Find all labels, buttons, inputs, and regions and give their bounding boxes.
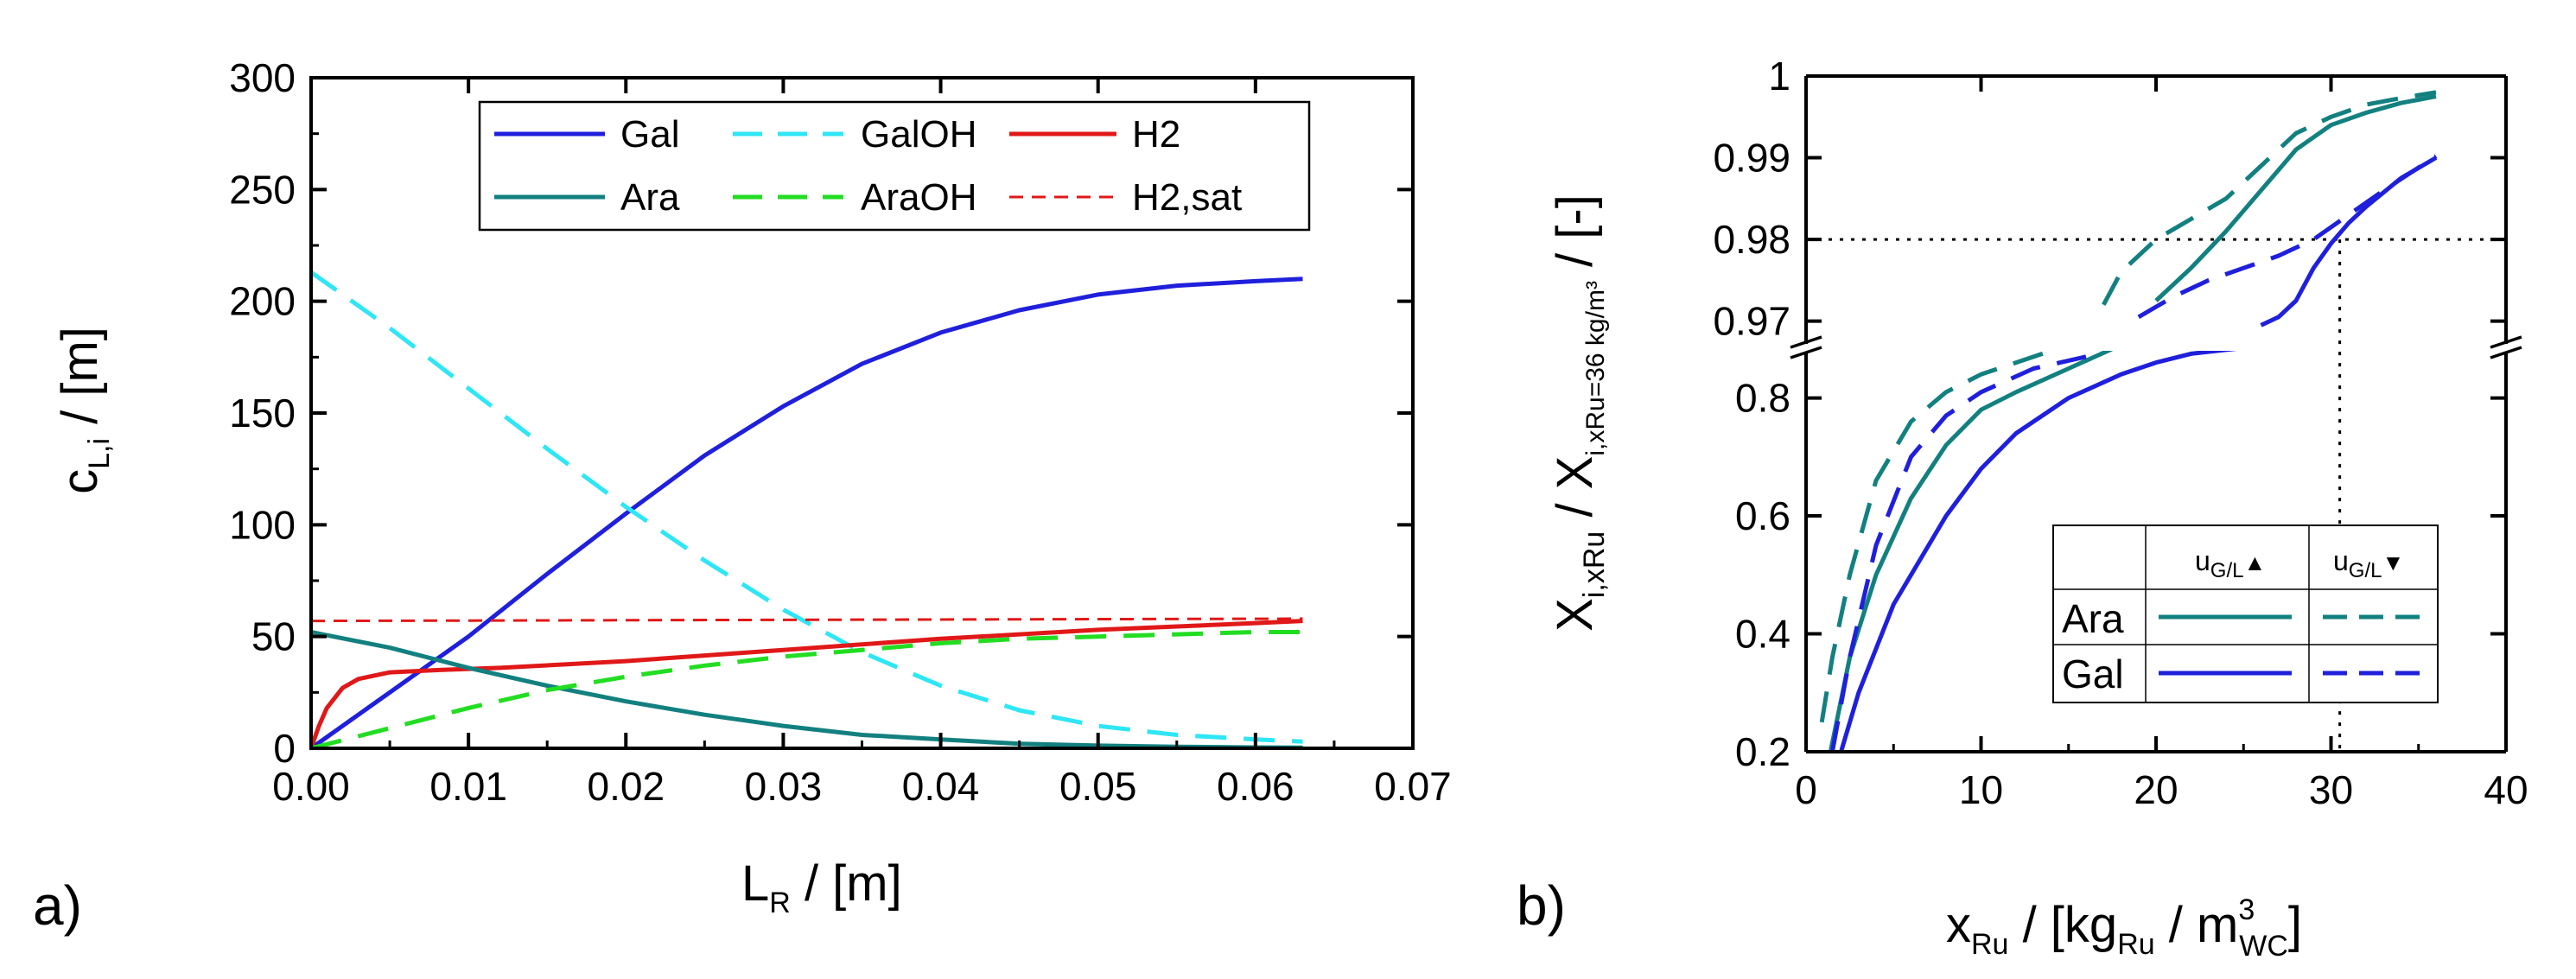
series-gal-u-g-l-up-lower — [1839, 351, 2237, 752]
panel-b-axis-break-marks — [1790, 335, 2522, 359]
legend-label-gal: Gal — [620, 113, 679, 156]
legend-label-galoh: GalOH — [861, 113, 976, 156]
y-tick-label: 0.97 — [1713, 299, 1790, 344]
x-tick-label: 0.00 — [272, 764, 350, 809]
panel-b-series-upper — [2102, 90, 2438, 327]
panel-b-series-lower — [1819, 351, 2237, 752]
y-tick-label: 0 — [273, 726, 296, 771]
y-tick-label: 50 — [251, 614, 296, 659]
panel-a: 0.00 0.01 0.02 0.03 0.04 0.05 0.06 0.07 0 50 100 15… — [33, 55, 1452, 937]
x-tick-label: 0.05 — [1059, 764, 1137, 809]
series-ara — [311, 630, 1303, 748]
y-tick-label: 300 — [229, 55, 296, 100]
x-tick-label: 0.01 — [429, 764, 507, 809]
y-tick-label: 0.2 — [1735, 729, 1790, 774]
series-gal — [311, 277, 1303, 748]
panel-b: 0 10 20 30 40 0.2 0.4 0.6 0.8 0.97 0.98 0.99 1 uG/L▲… — [1517, 54, 2528, 963]
table-header-down: uG/L▼ — [2333, 545, 2404, 582]
series-ara-u-g-l-down-lower — [1819, 351, 2052, 723]
y-tick-label: 0.6 — [1735, 493, 1790, 538]
panel-a-series-group — [311, 270, 1303, 748]
legend-box — [478, 100, 1311, 232]
y-tick-label: 1 — [1768, 54, 1790, 99]
series-gal-u-g-l-up-upper — [2260, 156, 2438, 327]
x-tick-label: 0.06 — [1217, 764, 1294, 809]
panel-b-legend-table: uG/L▲ uG/L▼ Ara Gal — [2052, 524, 2439, 703]
y-tick-label: 0.4 — [1735, 612, 1790, 657]
panel-a-label: a) — [33, 874, 82, 937]
legend-label-h2sat: H2,sat — [1132, 176, 1242, 219]
y-tick-label: 200 — [229, 279, 296, 324]
x-tick-label: 0.04 — [902, 764, 980, 809]
y-tick-label: 250 — [229, 167, 296, 212]
x-tick-label: 10 — [1959, 767, 2003, 812]
panel-a-legend: Gal GalOH H2 Ara AraOH H2,sat — [478, 100, 1311, 232]
y-tick-label: 150 — [229, 391, 296, 435]
table-row-ara-label: Ara — [2062, 596, 2124, 641]
series-gal-u-g-l-down-lower — [1829, 354, 2087, 752]
table-row-gal-label: Gal — [2062, 652, 2124, 696]
legend-label-ara: Ara — [620, 176, 680, 219]
series-araoh — [311, 630, 1303, 748]
y-tick-label: 0.98 — [1713, 217, 1790, 262]
x-tick-label: 0.02 — [588, 764, 665, 809]
panel-b-ticks: 0 10 20 30 40 0.2 0.4 0.6 0.8 0.97 0.98 0.99 1 — [1713, 54, 2528, 812]
series-ara-u-g-l-up-lower — [1828, 351, 2114, 752]
y-tick-label: 0.99 — [1713, 136, 1790, 181]
panel-a-x-axis-label: LR / [m] — [741, 855, 902, 919]
legend-label-araoh: AraOH — [861, 176, 976, 219]
y-tick-label: 0.8 — [1735, 376, 1790, 421]
panel-b-label: b) — [1517, 874, 1566, 937]
series-ara-u-g-l-up-upper — [2154, 94, 2437, 302]
x-tick-label: 0.03 — [745, 764, 823, 809]
panel-b-x-axis-label: xRu / [kgRu / m3 WC] — [1946, 893, 2302, 963]
series-galoh — [311, 270, 1303, 744]
x-tick-label: 0.07 — [1374, 764, 1452, 809]
x-tick-label: 40 — [2484, 767, 2528, 812]
legend-label-h2: H2 — [1132, 113, 1180, 156]
x-tick-label: 20 — [2134, 767, 2178, 812]
y-tick-label: 100 — [229, 502, 296, 547]
table-header-up: uG/L▲ — [2195, 545, 2266, 582]
panel-a-ticks: 0.00 0.01 0.02 0.03 0.04 0.05 0.06 0.07 0 50 100 15… — [229, 55, 1452, 809]
panel-a-y-axis-label: cL,i / [m] — [52, 327, 116, 494]
series-ara-u-g-l-down-upper — [2102, 90, 2437, 306]
panel-b-y-axis-label: Xi,xRu / Xi,xRu=36 kg/m³ / [-] — [1547, 194, 1611, 632]
series-h2-sat — [311, 617, 1303, 623]
series-gal-u-g-l-down-upper — [2137, 154, 2438, 320]
x-tick-label: 30 — [2309, 767, 2353, 812]
x-tick-label: 0 — [1795, 767, 1817, 812]
